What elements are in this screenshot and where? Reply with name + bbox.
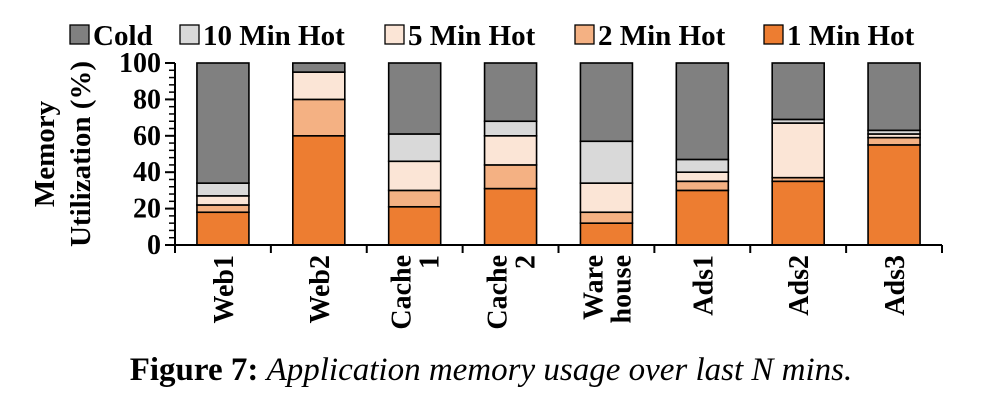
y-tick-label: 40: [133, 157, 161, 188]
bar-segment-5-min-hot-web1: [196, 195, 250, 206]
legend-label-10-min-hot: 10 Min Hot: [203, 20, 345, 52]
y-tick-label: 60: [133, 121, 161, 152]
legend-label-2-min-hot: 2 Min Hot: [598, 20, 726, 52]
x-tick-label-cache-1: Cache1: [387, 255, 446, 330]
legend-swatch-2-min-hot: [574, 24, 595, 45]
bar-segment-1-min-hot-ads1: [675, 189, 730, 246]
y-axis-title: Memory Utilization (%): [29, 61, 97, 247]
bar-segment-2-min-hot-cache-2: [483, 164, 538, 190]
bar-segment-cold-cache-1: [387, 62, 442, 135]
bar-segment-10-min-hot-cache-2: [483, 120, 538, 137]
bar-segment-1-min-hot-ware-house: [579, 222, 634, 246]
y-tick-label: 80: [133, 84, 161, 115]
x-tick-label-web1: Web1: [209, 255, 240, 323]
bar-segment-2-min-hot-ads1: [675, 180, 730, 192]
x-tick-label-line: 1: [415, 255, 446, 269]
x-axis: Web1 Web2 Cache1 Cache2 Warehouse Ads1 Ads2 Ads…: [174, 244, 943, 330]
legend: Cold 10 Min Hot 5 Min Hot 2 Min Hot 1 Min Ho…: [69, 20, 915, 52]
y-tick-label: 0: [147, 230, 161, 261]
bar-segment-2-min-hot-web1: [196, 204, 250, 214]
x-tick-label-line: Cache: [387, 255, 418, 330]
bar-segment-cold-cache-2: [483, 62, 538, 123]
x-tick-label-cache-2: Cache2: [483, 255, 542, 330]
bar-segment-cold-ads1: [675, 62, 730, 161]
x-tick-label-line: Ads2: [784, 255, 815, 316]
legend-swatch-1-min-hot: [763, 24, 784, 45]
x-tick-label-line: 2: [511, 255, 542, 269]
bar-segment-cold-ads3: [867, 62, 921, 132]
bar-segment-5-min-hot-ads2: [771, 122, 825, 179]
x-tick-label-ads1: Ads1: [688, 255, 719, 316]
legend-swatch-cold: [69, 24, 90, 45]
x-tick-label-ads3: Ads3: [880, 255, 911, 316]
y-axis-title-line: Memory: [29, 100, 61, 207]
bar-segment-1-min-hot-web1: [196, 211, 250, 246]
bar-segment-2-min-hot-ware-house: [579, 211, 634, 224]
bar-segment-5-min-hot-web2: [292, 71, 346, 101]
legend-swatch-10-min-hot: [179, 24, 200, 45]
bar-segment-2-min-hot-cache-1: [387, 189, 442, 208]
legend-label-cold: Cold: [93, 20, 153, 52]
x-tick-label-line: Cache: [483, 255, 514, 330]
bar-segment-2-min-hot-ads3: [867, 136, 921, 146]
y-tick-label: 20: [133, 194, 161, 225]
bar-segment-cold-web1: [196, 62, 250, 184]
bar-segment-1-min-hot-ads2: [771, 180, 825, 246]
bar-segment-10-min-hot-web1: [196, 182, 250, 197]
bar-segment-1-min-hot-cache-2: [483, 187, 538, 246]
bar-segment-5-min-hot-cache-2: [483, 135, 538, 166]
x-tick-label-ads2: Ads2: [784, 255, 815, 316]
x-tick-label-line: Web1: [209, 255, 240, 323]
caption-label: Figure 7:: [129, 352, 259, 388]
x-tick-label-line: Ware: [578, 255, 609, 320]
bar-segment-cold-ads2: [771, 62, 825, 121]
bar-segment-10-min-hot-ads1: [675, 158, 730, 174]
x-tick-label-ware-house: Warehouse: [578, 255, 637, 323]
bar-segment-cold-ware-house: [579, 62, 634, 143]
bar-segment-1-min-hot-web2: [292, 135, 346, 246]
x-tick-label-line: Ads3: [880, 255, 911, 316]
y-tick-label: 100: [119, 48, 161, 79]
figure-caption: Figure 7: Application memory usage over …: [0, 352, 982, 389]
x-tick-label-line: Ads1: [688, 255, 719, 316]
legend-label-5-min-hot: 5 Min Hot: [408, 20, 536, 52]
bar-segment-10-min-hot-ware-house: [579, 140, 634, 184]
bar-segment-5-min-hot-ads1: [675, 171, 730, 183]
y-axis-label: Memory Utilization (%): [29, 61, 97, 247]
bar-segment-1-min-hot-ads3: [867, 144, 921, 246]
x-tick-label-line: house: [606, 255, 637, 323]
legend-swatch-5-min-hot: [384, 24, 405, 45]
caption-text: Application memory usage over last N min…: [266, 352, 853, 388]
y-axis-title-line: Utilization (%): [65, 61, 97, 247]
y-axis: 0 20 40 60 80 100: [119, 48, 176, 261]
bar-segment-5-min-hot-ware-house: [579, 182, 634, 214]
bar-segment-2-min-hot-web2: [292, 98, 346, 137]
x-tick-label-line: Web2: [305, 255, 336, 323]
bars: [196, 62, 921, 246]
bar-segment-5-min-hot-cache-1: [387, 160, 442, 192]
bar-segment-10-min-hot-cache-1: [387, 133, 442, 163]
bar-segment-1-min-hot-cache-1: [387, 205, 442, 246]
bar-segment-cold-web2: [292, 62, 346, 73]
stacked-bar-chart: Cold 10 Min Hot 5 Min Hot 2 Min Hot 1 Min Ho…: [29, 20, 943, 330]
legend-label-1-min-hot: 1 Min Hot: [787, 20, 915, 52]
x-tick-label-web2: Web2: [305, 255, 336, 323]
